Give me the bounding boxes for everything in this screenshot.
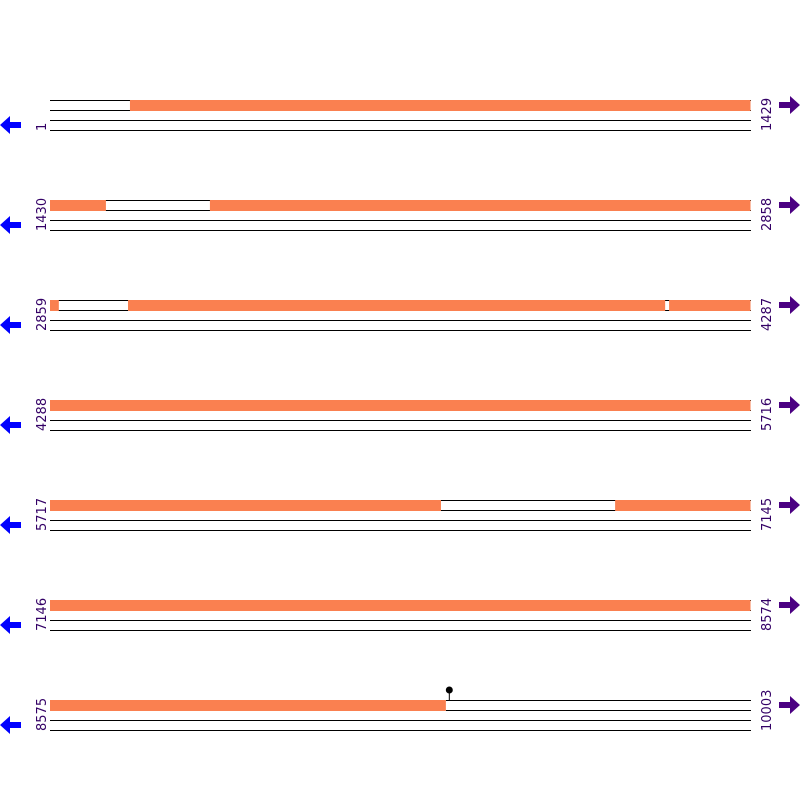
feature	[50, 400, 751, 411]
end-label: 10003	[760, 690, 775, 731]
right-arrow[interactable]	[779, 396, 800, 414]
left-arrow[interactable]	[0, 216, 21, 234]
feature	[50, 200, 106, 211]
feature	[127, 300, 666, 311]
end-label: 7145	[760, 498, 775, 531]
end-label: 1429	[760, 98, 775, 131]
end-label: 8574	[760, 598, 775, 631]
feature	[669, 300, 751, 311]
feature	[209, 200, 751, 211]
end-label: 4287	[760, 298, 775, 331]
right-arrow[interactable]	[779, 596, 800, 614]
right-arrow[interactable]	[779, 496, 800, 514]
start-label: 4288	[35, 398, 50, 431]
start-label: 2859	[35, 298, 50, 331]
right-arrow[interactable]	[779, 96, 800, 114]
feature	[50, 700, 446, 711]
site-marker	[445, 686, 453, 694]
start-label: 1430	[35, 198, 50, 231]
left-arrow[interactable]	[0, 716, 21, 734]
right-arrow[interactable]	[779, 296, 800, 314]
feature	[50, 300, 59, 311]
feature	[615, 500, 751, 511]
right-arrow[interactable]	[779, 196, 800, 214]
left-arrow[interactable]	[0, 516, 21, 534]
start-label: 7146	[35, 598, 50, 631]
start-label: 8575	[35, 698, 50, 731]
feature	[129, 100, 751, 111]
start-label: 5717	[35, 498, 50, 531]
left-arrow[interactable]	[0, 416, 21, 434]
left-arrow[interactable]	[0, 116, 21, 134]
left-arrow[interactable]	[0, 316, 21, 334]
left-arrow[interactable]	[0, 616, 21, 634]
end-label: 5716	[760, 398, 775, 431]
feature	[50, 600, 751, 611]
end-label: 2858	[760, 198, 775, 231]
feature	[50, 500, 441, 511]
start-label: 1	[35, 123, 50, 131]
right-arrow[interactable]	[779, 696, 800, 714]
